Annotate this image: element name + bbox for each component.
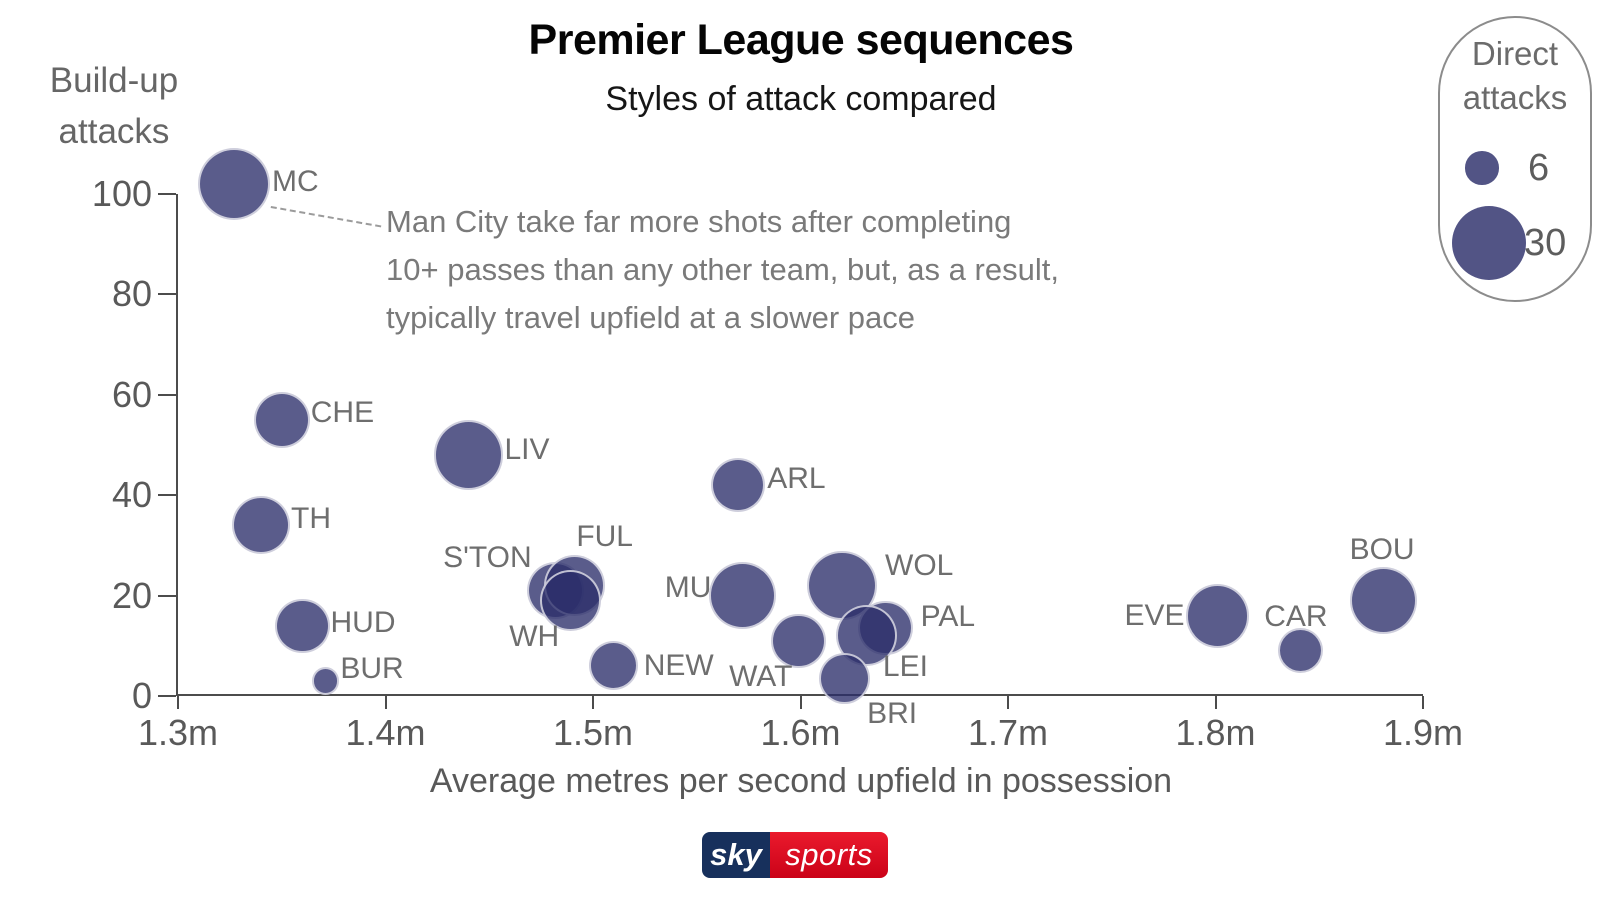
x-tick-label-1.3m: 1.3m xyxy=(137,712,219,753)
bubble-label-WOL: WOL xyxy=(885,548,954,582)
y-axis-label: Build-up attacks xyxy=(34,56,194,158)
y-tick-label-40: 40 xyxy=(111,474,152,516)
annotation-text: Man City take far more shots after compl… xyxy=(386,198,1059,342)
legend-title: Direct attacks xyxy=(1438,32,1592,119)
x-tick-1.4m xyxy=(384,696,387,709)
bubble-label-WAT: WAT xyxy=(729,659,793,693)
bubble-CAR xyxy=(1278,628,1324,674)
bubble-label-S'TON: S'TON xyxy=(443,540,532,574)
x-tick-label-1.9m: 1.9m xyxy=(1382,712,1464,753)
bubble-MU xyxy=(709,562,776,629)
y-tick-60 xyxy=(158,393,176,396)
bubble-label-PAL: PAL xyxy=(920,600,976,634)
x-tick-label-1.6m: 1.6m xyxy=(760,712,841,753)
y-tick-label-60: 60 xyxy=(111,373,152,415)
legend-value-30: 30 xyxy=(1524,222,1567,264)
bubble-label-EVE: EVE xyxy=(1124,598,1185,632)
y-tick-80 xyxy=(158,293,176,296)
bubble-label-TH: TH xyxy=(291,502,331,536)
bubble-label-LEI: LEI xyxy=(882,649,928,683)
bubble-BRI xyxy=(818,652,870,704)
y-axis-label-line2: attacks xyxy=(58,111,170,151)
chart-subtitle: Styles of attack compared xyxy=(605,80,997,118)
bubble-BUR xyxy=(311,667,339,695)
x-tick-1.8m xyxy=(1214,696,1217,709)
x-axis-line xyxy=(176,694,1423,696)
bubble-label-FUL: FUL xyxy=(576,519,633,553)
bubble-LIV xyxy=(433,420,504,490)
bubble-WAT xyxy=(771,613,826,668)
x-tick-label-1.5m: 1.5m xyxy=(552,712,634,753)
y-tick-0 xyxy=(158,695,176,697)
bubble-TH xyxy=(232,496,290,555)
bubble-label-NEW: NEW xyxy=(643,648,714,682)
bubble-MC xyxy=(198,147,270,220)
y-tick-100 xyxy=(158,193,176,195)
x-tick-1.6m xyxy=(799,696,802,709)
sky-logo-right: sports xyxy=(770,832,888,878)
y-tick-20 xyxy=(158,594,176,597)
x-tick-1.7m xyxy=(1007,696,1009,709)
y-tick-label-100: 100 xyxy=(91,173,152,214)
x-tick-1.3m xyxy=(177,696,179,709)
bubble-BOU xyxy=(1350,567,1417,634)
chart-title: Premier League sequences xyxy=(528,16,1074,64)
legend-bubble-6 xyxy=(1465,151,1499,185)
x-tick-1.9m xyxy=(1422,696,1424,709)
y-tick-label-0: 0 xyxy=(131,675,152,716)
bubble-label-MU: MU xyxy=(664,570,712,604)
sky-sports-logo: sky sports xyxy=(702,832,888,878)
legend-value-6: 6 xyxy=(1528,147,1550,189)
y-tick-40 xyxy=(158,494,176,497)
bubble-label-CHE: CHE xyxy=(310,395,375,429)
bubble-label-ARL: ARL xyxy=(767,462,826,496)
bubble-NEW xyxy=(589,641,639,691)
annotation-line3: typically travel upfield at a slower pac… xyxy=(386,300,915,335)
y-tick-label-20: 20 xyxy=(111,574,152,616)
bubble-label-MC: MC xyxy=(272,164,319,198)
bubble-label-LIV: LIV xyxy=(504,433,550,467)
bubble-EVE xyxy=(1185,583,1250,648)
legend-bubble-30 xyxy=(1451,205,1527,281)
bubble-label-HUD: HUD xyxy=(330,605,396,639)
x-axis-title: Average metres per second upfield in pos… xyxy=(429,762,1173,800)
legend-title-line1: Direct xyxy=(1471,35,1559,72)
bubble-WH xyxy=(539,570,601,632)
x-tick-label-1.4m: 1.4m xyxy=(345,712,426,753)
bubble-CHE xyxy=(253,391,310,448)
y-axis-label-line1: Build-up xyxy=(49,61,179,100)
bubble-label-BUR: BUR xyxy=(340,651,404,685)
bubble-label-WH: WH xyxy=(509,619,560,653)
annotation-line2: 10+ passes than any other team, but, as … xyxy=(386,252,1059,287)
sky-logo-left: sky xyxy=(702,832,770,878)
bubble-label-CAR: CAR xyxy=(1264,599,1328,633)
bubble-HUD xyxy=(275,598,330,653)
legend-title-line2: attacks xyxy=(1462,78,1568,116)
bubble-label-BRI: BRI xyxy=(867,697,918,731)
annotation-line1: Man City take far more shots after compl… xyxy=(386,204,1012,239)
y-tick-label-80: 80 xyxy=(111,273,152,315)
x-tick-label-1.7m: 1.7m xyxy=(967,712,1049,753)
bubble-label-BOU: BOU xyxy=(1349,532,1415,566)
y-axis-line xyxy=(176,194,178,696)
x-tick-1.5m xyxy=(592,696,594,709)
x-tick-label-1.8m: 1.8m xyxy=(1175,712,1256,753)
bubble-ARL xyxy=(711,457,766,513)
